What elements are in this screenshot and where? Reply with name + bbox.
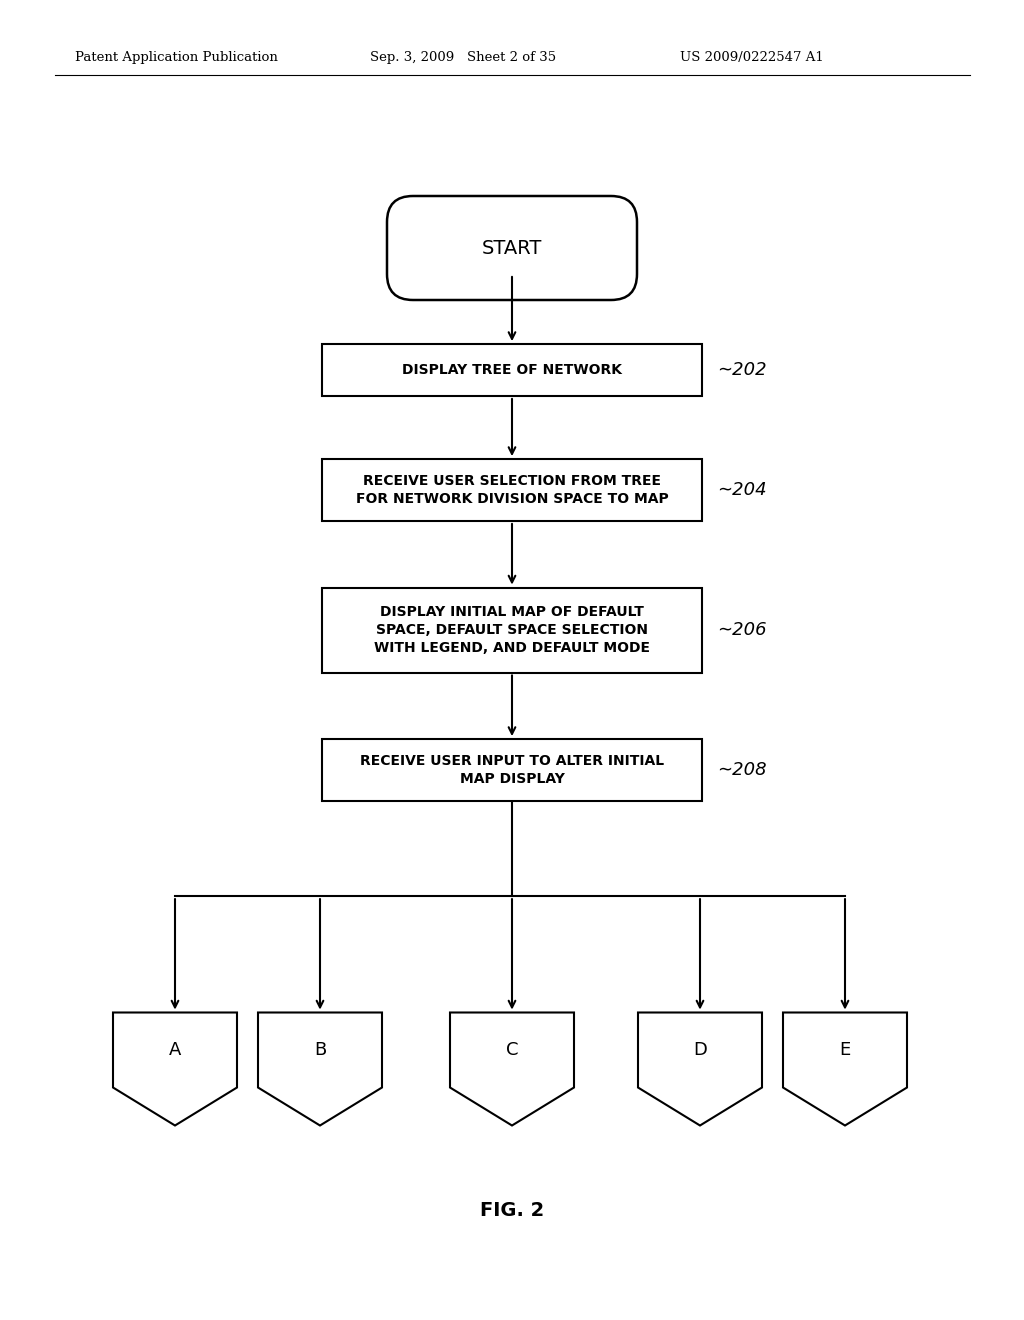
Text: US 2009/0222547 A1: US 2009/0222547 A1 bbox=[680, 51, 823, 65]
FancyBboxPatch shape bbox=[413, 222, 611, 275]
Text: ∼202: ∼202 bbox=[717, 360, 767, 379]
Polygon shape bbox=[450, 1012, 574, 1126]
Text: DISPLAY INITIAL MAP OF DEFAULT
SPACE, DEFAULT SPACE SELECTION
WITH LEGEND, AND D: DISPLAY INITIAL MAP OF DEFAULT SPACE, DE… bbox=[374, 605, 650, 656]
Text: A: A bbox=[169, 1041, 181, 1059]
Text: ∼206: ∼206 bbox=[717, 620, 767, 639]
Text: START: START bbox=[482, 239, 542, 257]
Text: D: D bbox=[693, 1041, 707, 1059]
Text: Sep. 3, 2009   Sheet 2 of 35: Sep. 3, 2009 Sheet 2 of 35 bbox=[370, 51, 556, 65]
Text: RECEIVE USER SELECTION FROM TREE
FOR NETWORK DIVISION SPACE TO MAP: RECEIVE USER SELECTION FROM TREE FOR NET… bbox=[355, 474, 669, 506]
Bar bbox=[322, 587, 702, 672]
Bar bbox=[322, 459, 702, 521]
Ellipse shape bbox=[387, 222, 439, 275]
Polygon shape bbox=[113, 1012, 237, 1126]
Text: FIG. 2: FIG. 2 bbox=[480, 1200, 544, 1220]
Text: DISPLAY TREE OF NETWORK: DISPLAY TREE OF NETWORK bbox=[402, 363, 622, 378]
Text: Patent Application Publication: Patent Application Publication bbox=[75, 51, 278, 65]
Text: ∼204: ∼204 bbox=[717, 480, 767, 499]
Text: RECEIVE USER INPUT TO ALTER INITIAL
MAP DISPLAY: RECEIVE USER INPUT TO ALTER INITIAL MAP … bbox=[360, 754, 664, 787]
Polygon shape bbox=[783, 1012, 907, 1126]
Bar bbox=[322, 345, 702, 396]
Text: E: E bbox=[840, 1041, 851, 1059]
Ellipse shape bbox=[585, 222, 637, 275]
Bar bbox=[322, 739, 702, 801]
Text: ∼208: ∼208 bbox=[717, 762, 767, 779]
Text: B: B bbox=[314, 1041, 326, 1059]
Polygon shape bbox=[258, 1012, 382, 1126]
Polygon shape bbox=[638, 1012, 762, 1126]
FancyBboxPatch shape bbox=[387, 195, 637, 300]
Text: C: C bbox=[506, 1041, 518, 1059]
